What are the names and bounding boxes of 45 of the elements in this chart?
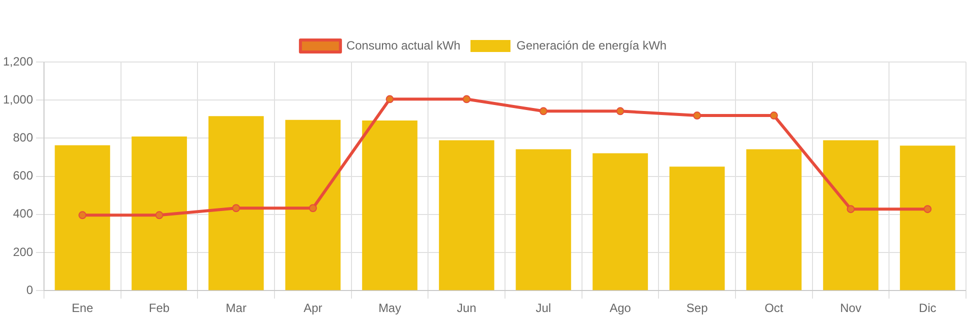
point	[846, 205, 855, 214]
bar	[285, 120, 341, 290]
x-tick-label: Dic	[918, 301, 936, 316]
point	[78, 211, 86, 220]
point	[924, 205, 932, 214]
x-tick-label: Sep	[686, 301, 708, 316]
bar	[362, 120, 418, 290]
bar	[54, 145, 110, 290]
bar	[132, 136, 187, 290]
bar	[516, 149, 572, 290]
x-tick-label: Apr	[304, 301, 322, 316]
x-tick-label: Oct	[764, 301, 784, 316]
legend-label: Consumo actual kWh	[346, 38, 460, 52]
point	[616, 107, 624, 116]
y-tick-label: 600	[13, 168, 34, 183]
y-tick-label: 1,000	[3, 92, 34, 106]
point	[232, 204, 240, 212]
bar	[208, 116, 264, 290]
legend-label: Generación de energía kWh	[516, 38, 667, 52]
point	[386, 95, 394, 104]
y-tick-label: 400	[13, 206, 34, 221]
point	[693, 112, 702, 120]
y-tick-label: 200	[13, 244, 34, 259]
bar	[746, 149, 802, 290]
bar	[592, 153, 648, 290]
y-tick-label: 1,200	[3, 54, 34, 68]
x-tick-label: Jul	[536, 301, 552, 316]
bar	[438, 140, 494, 290]
point	[308, 204, 317, 212]
point	[539, 107, 548, 116]
x-tick-label: Jun	[456, 301, 476, 316]
x-tick-label: Nov	[840, 301, 862, 316]
bar	[669, 166, 725, 290]
y-tick-label: 0	[26, 282, 34, 297]
point	[155, 211, 164, 220]
point	[462, 95, 471, 104]
x-tick-label: Mar	[226, 301, 246, 316]
x-tick-label: Ago	[610, 301, 632, 316]
point	[770, 112, 778, 120]
y-tick-label: 800	[13, 130, 34, 145]
x-tick-label: Ene	[72, 301, 94, 316]
x-tick-label: May	[378, 301, 402, 316]
bar	[823, 140, 878, 290]
bar	[900, 146, 956, 290]
x-tick-label: Feb	[148, 301, 170, 316]
